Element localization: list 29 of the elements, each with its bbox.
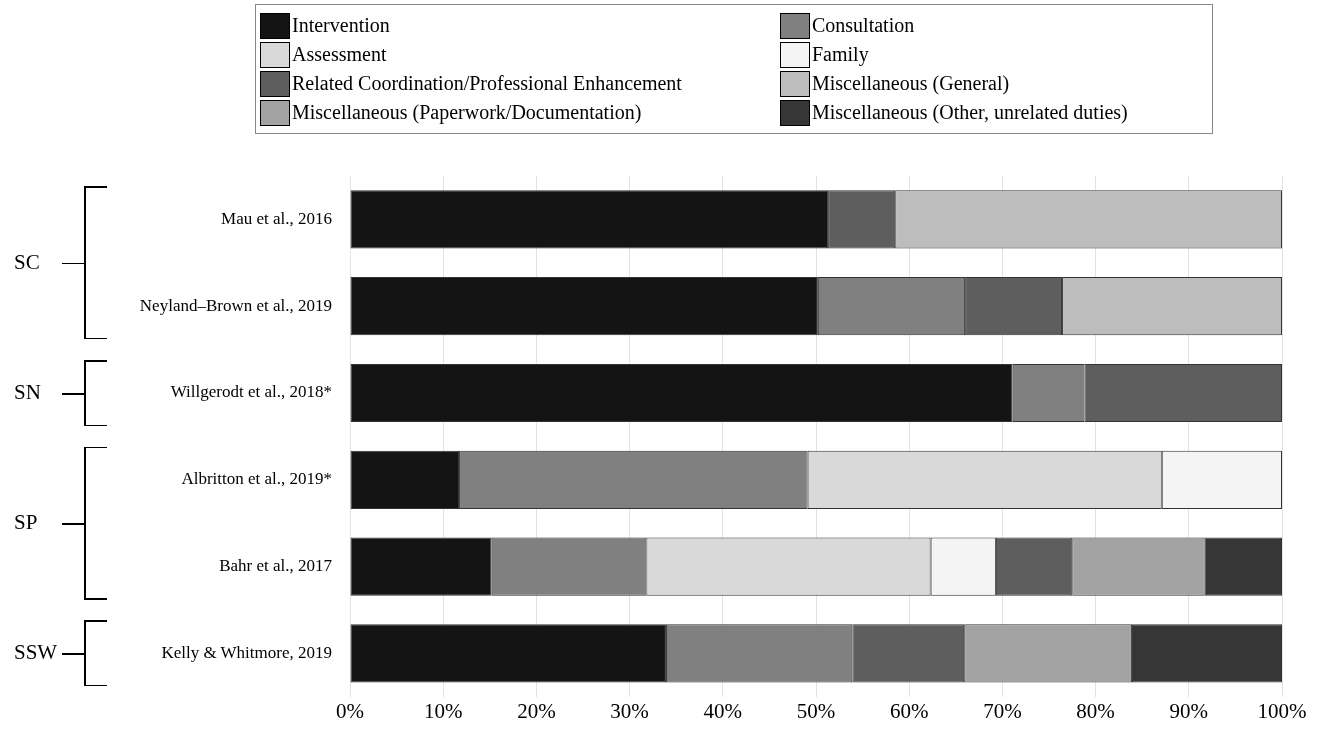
x-tick-label: 70%	[983, 698, 1022, 723]
text: SSW	[14, 640, 58, 666]
y-tick-label: Neyland–Brown et al., 2019	[139, 295, 332, 315]
x-tick-label: 20%	[517, 698, 556, 723]
x-tick-label: 100%	[1257, 698, 1307, 723]
y-tick-label: Bahr et al., 2017	[219, 556, 333, 576]
legend-label: Related Coordination/Professional Enhancement	[292, 72, 682, 95]
y-tick-label: Albritton et al., 2019*	[181, 469, 332, 489]
legend-label: Family	[812, 43, 869, 66]
text: SP	[14, 510, 38, 536]
x-tick-label: 60%	[889, 698, 929, 723]
x-tick-label: 30%	[610, 698, 649, 723]
y-tick-label: Kelly & Whitmore, 2019	[161, 642, 332, 662]
x-tick-label: 50%	[796, 698, 836, 723]
legend-label: Miscellaneous (Other, unrelated duties)	[812, 101, 1128, 124]
x-tick-label: 80%	[1076, 698, 1115, 723]
x-tick-label: 40%	[703, 698, 743, 723]
legend-label: Assessment	[292, 43, 387, 66]
text: SC	[14, 249, 40, 275]
legend-label: Miscellaneous (Paperwork/Documentation)	[292, 101, 642, 124]
y-tick-label: Willgerodt et al., 2018*	[170, 382, 332, 402]
legend-label: Consultation	[812, 14, 915, 37]
x-tick-label: 90%	[1169, 698, 1209, 723]
text: SN	[14, 380, 41, 405]
x-tick-label: 0%	[336, 698, 364, 723]
legend-label: Intervention	[292, 14, 390, 37]
x-tick-label: 10%	[423, 698, 463, 723]
y-tick-label: Mau et al., 2016	[221, 208, 332, 228]
legend-label: Miscellaneous (General)	[812, 72, 1010, 95]
